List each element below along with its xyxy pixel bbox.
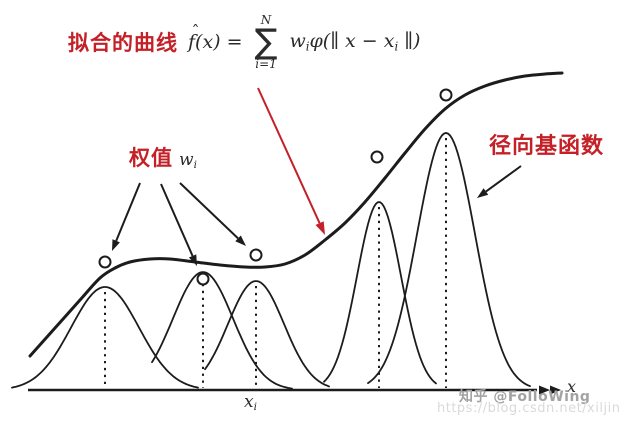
rbf-arrow-shaft bbox=[485, 165, 522, 193]
weight-arrow-2-shaft bbox=[160, 183, 194, 257]
sum-lower-limit: i=1 bbox=[255, 57, 277, 72]
watermark-url: https://blog.csdn.net/xiljin bbox=[437, 401, 621, 416]
x-axis-arrowhead-2 bbox=[550, 385, 561, 395]
x-axis-label: x bbox=[567, 377, 577, 396]
sigma-glyph: ∑ bbox=[254, 21, 278, 62]
weight-arrow-2-head bbox=[188, 254, 197, 266]
summation-symbol: N ∑ i=1 bbox=[255, 14, 278, 70]
watermark-zhihu: 知乎 @FolloWing bbox=[459, 389, 591, 405]
data-point-circle-2 bbox=[196, 272, 210, 286]
gaussian-curve-2 bbox=[151, 271, 293, 390]
rbf-arrow-head bbox=[477, 188, 489, 198]
data-point-circle-4 bbox=[370, 150, 384, 164]
formula-lhs: f ˆ (x) = bbox=[188, 22, 243, 53]
x-axis-arrowhead-1 bbox=[539, 385, 550, 395]
center-xi-label: xi bbox=[244, 392, 257, 414]
data-point-circle-5 bbox=[439, 88, 453, 102]
weights-label: 权值 wi bbox=[129, 142, 197, 172]
weight-arrow-1-head bbox=[112, 239, 120, 251]
fitted-curve bbox=[28, 71, 564, 358]
gaussian-curve-3 bbox=[204, 280, 330, 388]
fitted-curve-red-arrow-shaft bbox=[257, 87, 321, 224]
rbf-cn-text: 径向基函数 bbox=[489, 134, 605, 159]
data-point-circle-3 bbox=[249, 248, 263, 262]
rbf-label: 径向基函数 bbox=[489, 128, 604, 160]
weight-arrow-1-shaft bbox=[115, 182, 141, 242]
fitted-curve-red-arrow-head bbox=[315, 221, 325, 235]
gaussian-curve-4 bbox=[323, 201, 437, 385]
gaussian-curve-5 bbox=[367, 132, 531, 388]
formula-rhs: wiφ(∥ x − xi ∥) bbox=[289, 30, 421, 54]
sum-upper-limit: N bbox=[260, 12, 272, 27]
weights-cn-text: 权值 bbox=[129, 146, 173, 170]
gaussian-curve-1 bbox=[11, 286, 199, 389]
weight-arrow-3-head bbox=[235, 235, 246, 246]
weights-variable: wi bbox=[179, 150, 197, 172]
title-fitted-curve-label: 拟合的曲线 bbox=[68, 31, 178, 55]
hat-accent: ˆ bbox=[191, 22, 200, 42]
data-point-circle-1 bbox=[98, 255, 112, 269]
weight-arrow-3-shaft bbox=[179, 182, 239, 240]
title-row: 拟合的曲线 f ˆ (x) = N ∑ i=1 wiφ(∥ x − xi ∥) bbox=[68, 4, 420, 80]
